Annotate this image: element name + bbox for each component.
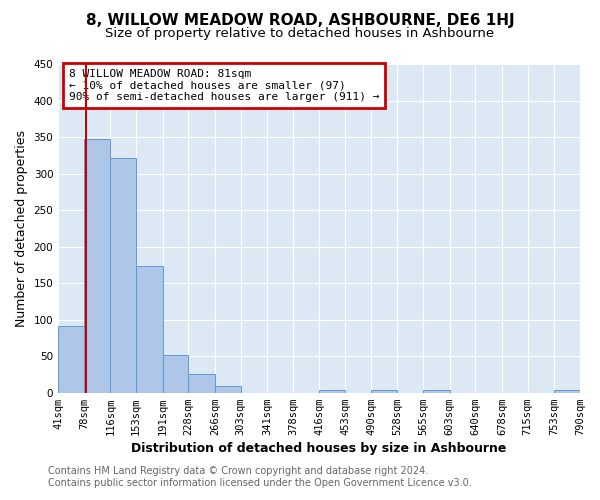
Text: 8 WILLOW MEADOW ROAD: 81sqm
← 10% of detached houses are smaller (97)
90% of sem: 8 WILLOW MEADOW ROAD: 81sqm ← 10% of det… [68,69,379,102]
Text: Size of property relative to detached houses in Ashbourne: Size of property relative to detached ho… [106,28,494,40]
Bar [58,326,84,392]
Bar [84,139,110,392]
Bar [163,356,188,393]
Bar [136,266,163,392]
Bar [319,390,345,392]
Text: Contains HM Land Registry data © Crown copyright and database right 2024.
Contai: Contains HM Land Registry data © Crown c… [48,466,472,487]
Text: 8, WILLOW MEADOW ROAD, ASHBOURNE, DE6 1HJ: 8, WILLOW MEADOW ROAD, ASHBOURNE, DE6 1H… [86,12,514,28]
Bar [371,390,397,392]
Bar [110,158,136,392]
Y-axis label: Number of detached properties: Number of detached properties [15,130,28,327]
Bar [188,374,215,392]
Bar [554,390,580,392]
Bar [423,390,450,392]
X-axis label: Distribution of detached houses by size in Ashbourne: Distribution of detached houses by size … [131,442,507,455]
Bar [215,386,241,392]
